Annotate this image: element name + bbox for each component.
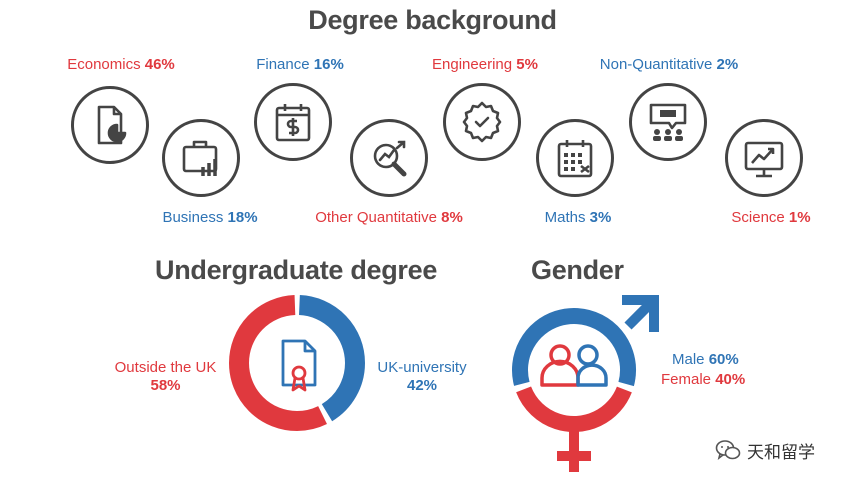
economics-circle xyxy=(71,86,149,164)
watermark-text: 天和留学 xyxy=(747,442,815,462)
gear-icon xyxy=(462,101,502,143)
watermark: 天和留学 xyxy=(715,436,815,464)
degree-pct: 46% xyxy=(144,56,175,73)
degree-name: Finance xyxy=(256,56,310,73)
wechat-icon xyxy=(715,440,741,460)
uk-university-name: UK-university xyxy=(377,359,467,376)
uk-university-label: UK-university 42% xyxy=(368,359,476,395)
female-symbol-icon xyxy=(557,430,591,472)
calendar-grid-icon xyxy=(557,140,593,178)
degree-label-finance: Finance 16% xyxy=(256,56,344,74)
degree-name: Business xyxy=(162,209,224,226)
degree-label-non-quantitative: Non-Quantitative 2% xyxy=(600,56,738,74)
donut-slice-male xyxy=(512,308,636,432)
female-pct: 40% xyxy=(715,371,746,388)
non-quantitative-circle xyxy=(629,83,707,161)
certificate-icon xyxy=(281,339,317,392)
degree-pct: 2% xyxy=(716,56,739,73)
gender-title: Gender xyxy=(531,255,624,285)
people-icon xyxy=(540,344,608,387)
degree-name: Economics xyxy=(67,56,141,73)
male-symbol-icon xyxy=(622,295,659,332)
degree-pct: 3% xyxy=(589,209,612,226)
male-name: Male xyxy=(672,351,705,368)
undergraduate-degree-title: Undergraduate degree xyxy=(155,255,438,285)
calendar-dollar-icon xyxy=(275,104,311,142)
outside-uk-pct: 58% xyxy=(150,377,181,394)
uk-university-pct: 42% xyxy=(406,377,438,394)
outside-uk-label: Outside the UK 58% xyxy=(108,359,223,395)
maths-circle xyxy=(536,119,614,197)
science-circle xyxy=(725,119,803,197)
male-pct: 60% xyxy=(708,351,739,368)
business-circle xyxy=(162,119,240,197)
degree-pct: 5% xyxy=(516,56,538,73)
female-name: Female xyxy=(661,371,712,388)
presentation-icon xyxy=(649,103,687,141)
degree-pct: 1% xyxy=(788,209,811,226)
degree-label-business: Business 18% xyxy=(162,209,257,227)
degree-label-engineering: Engineering 5% xyxy=(432,56,538,74)
degree-name: Science xyxy=(731,209,785,226)
gender-donut-chart xyxy=(512,295,659,472)
report-icon xyxy=(97,105,127,145)
degree-name: Non-Quantitative xyxy=(599,56,713,73)
donut-slice-uk xyxy=(229,295,365,431)
degree-label-other-quantitative: Other Quantitative 8% xyxy=(315,209,463,227)
degree-background-title: Degree background xyxy=(308,5,557,35)
finance-circle xyxy=(254,83,332,161)
engineering-circle xyxy=(443,83,521,161)
magnifier-chart-icon xyxy=(373,140,407,177)
degree-pct: 8% xyxy=(441,209,463,226)
donut-slice-female xyxy=(512,308,636,432)
degree-label-science: Science 1% xyxy=(731,209,810,227)
degree-label-economics: Economics 46% xyxy=(67,56,175,74)
degree-label-maths: Maths 3% xyxy=(545,209,612,227)
donut-slice-outside xyxy=(229,295,365,431)
outside-uk-name: Outside the UK xyxy=(114,359,217,376)
female-label: Female 40% xyxy=(661,370,745,390)
other-quantitative-circle xyxy=(350,119,428,197)
undergraduate-donut-chart xyxy=(229,295,365,431)
male-label: Male 60% xyxy=(672,350,739,370)
degree-name: Engineering xyxy=(432,56,513,73)
degree-pct: 18% xyxy=(227,209,258,226)
degree-name: Other Quantitative xyxy=(315,209,437,226)
degree-name: Maths xyxy=(544,209,586,226)
monitor-chart-icon xyxy=(744,141,784,178)
degree-pct: 16% xyxy=(313,56,344,73)
briefcase-chart-icon xyxy=(182,140,218,176)
